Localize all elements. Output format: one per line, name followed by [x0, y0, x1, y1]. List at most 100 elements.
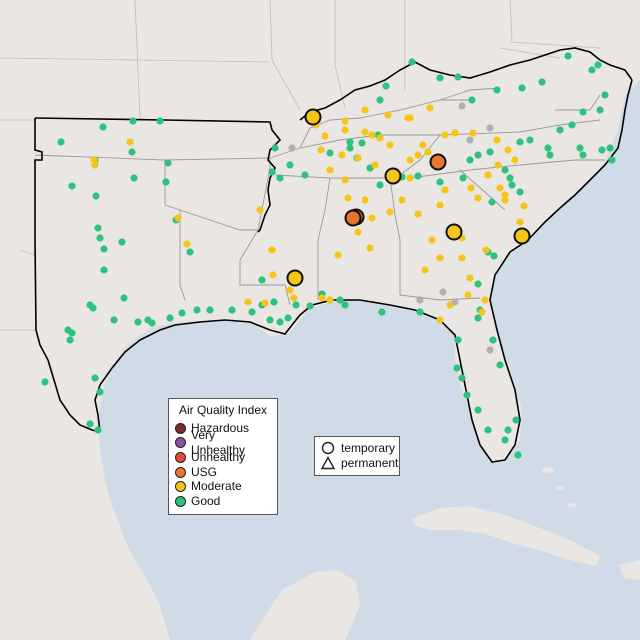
monitor-point-good: [576, 144, 584, 152]
monitor-type-legend: temporary permanent: [314, 436, 400, 476]
monitor-point-moderate: [318, 294, 326, 302]
monitor-point-moderate: [501, 191, 509, 199]
temporary-monitor-moderate: [384, 167, 402, 185]
legend-swatch: [175, 466, 186, 478]
monitor-point-good: [156, 117, 164, 125]
monitor-point-moderate: [414, 210, 422, 218]
monitor-point-good: [474, 151, 482, 159]
monitor-point-good: [89, 304, 97, 312]
monitor-point-moderate: [268, 246, 276, 254]
monitor-point-moderate: [464, 291, 472, 299]
yucatan: [250, 570, 360, 640]
monitor-point-good: [57, 138, 65, 146]
monitor-point-good: [436, 74, 444, 82]
monitor-point-good: [378, 308, 386, 316]
monitor-point-no-data: [458, 102, 466, 110]
monitor-point-good: [268, 168, 276, 176]
outside-state-lines: [0, 0, 601, 331]
monitor-point-good: [538, 78, 546, 86]
monitor-point-moderate: [481, 296, 489, 304]
monitor-point-moderate: [504, 146, 512, 154]
monitor-point-good: [96, 388, 104, 396]
monitor-point-moderate: [368, 214, 376, 222]
monitor-point-good: [606, 144, 614, 152]
monitor-point-good: [556, 126, 564, 134]
monitor-point-good: [286, 161, 294, 169]
legend-swatch: [175, 422, 186, 434]
monitor-point-good: [162, 178, 170, 186]
monitor-point-moderate: [436, 201, 444, 209]
monitor-point-good: [91, 374, 99, 382]
monitor-point-good: [414, 172, 422, 180]
monitor-point-moderate: [494, 161, 502, 169]
monitor-point-good: [292, 301, 300, 309]
monitor-point-good: [271, 144, 279, 152]
legend-row-unhealthy: Unhealthy: [175, 450, 271, 465]
monitor-point-good: [518, 84, 526, 92]
legend-label: USG: [191, 464, 218, 479]
monitor-point-good: [270, 298, 278, 306]
monitor-point-good: [134, 318, 142, 326]
monitor-point-good: [248, 308, 256, 316]
monitor-point-good: [276, 318, 284, 326]
monitor-point-moderate: [421, 266, 429, 274]
monitor-point-moderate: [516, 218, 524, 226]
monitor-point-good: [601, 91, 609, 99]
triangle-outline-icon: [321, 455, 335, 470]
monitor-point-good: [96, 234, 104, 242]
legend-label: Unhealthy: [191, 450, 246, 465]
monitor-point-moderate: [91, 161, 99, 169]
monitor-point-good: [504, 426, 512, 434]
monitor-point-moderate: [496, 184, 504, 192]
monitor-point-good: [306, 302, 314, 310]
monitor-point-moderate: [441, 186, 449, 194]
monitor-point-good: [68, 329, 76, 337]
monitor-point-moderate: [256, 206, 264, 214]
monitor-point-good: [514, 451, 522, 459]
monitor-point-good: [276, 174, 284, 182]
monitor-point-good: [544, 144, 552, 152]
monitor-point-good: [166, 314, 174, 322]
monitor-point-moderate: [244, 298, 252, 306]
monitor-point-good: [206, 306, 214, 314]
monitor-point-good: [164, 159, 172, 167]
monitor-point-no-data: [439, 288, 447, 296]
monitor-point-moderate: [451, 129, 459, 137]
legend-swatch: [175, 451, 186, 463]
monitor-point-good: [382, 82, 390, 90]
monitor-point-moderate: [341, 117, 349, 125]
monitor-point-good: [568, 121, 576, 129]
monitor-point-good: [454, 73, 462, 81]
monitor-point-good: [346, 144, 354, 152]
monitor-point-moderate: [469, 129, 477, 137]
monitor-point-good: [120, 294, 128, 302]
monitor-point-good: [493, 86, 501, 94]
monitor-point-good: [484, 426, 492, 434]
monitor-point-good: [258, 276, 266, 284]
monitor-point-moderate: [467, 184, 475, 192]
monitor-point-good: [490, 252, 498, 260]
monitor-point-moderate: [361, 196, 369, 204]
monitor-point-moderate: [368, 131, 376, 139]
monitor-point-moderate: [376, 134, 384, 142]
monitor-point-moderate: [341, 126, 349, 134]
monitor-point-good: [68, 182, 76, 190]
monitor-point-moderate: [174, 214, 182, 222]
monitor-point-good: [608, 156, 616, 164]
monitor-point-good: [118, 238, 126, 246]
monitor-point-moderate: [386, 141, 394, 149]
monitor-point-moderate: [426, 104, 434, 112]
monitor-point-good: [496, 361, 504, 369]
monitor-point-good: [436, 178, 444, 186]
monitor-point-good: [579, 108, 587, 116]
monitor-point-good: [546, 151, 554, 159]
monitor-point-moderate: [386, 208, 394, 216]
legend-row-moderate: Moderate: [175, 479, 271, 494]
state-boundaries: [34, 87, 605, 306]
legend-row-temporary: temporary: [321, 441, 395, 456]
legend-label: Hazardous: [191, 421, 250, 435]
temporary-monitor-moderate: [286, 269, 304, 287]
aqi-legend: Air Quality Index Hazardous Very Unhealth…: [168, 398, 278, 515]
monitor-point-moderate: [354, 228, 362, 236]
